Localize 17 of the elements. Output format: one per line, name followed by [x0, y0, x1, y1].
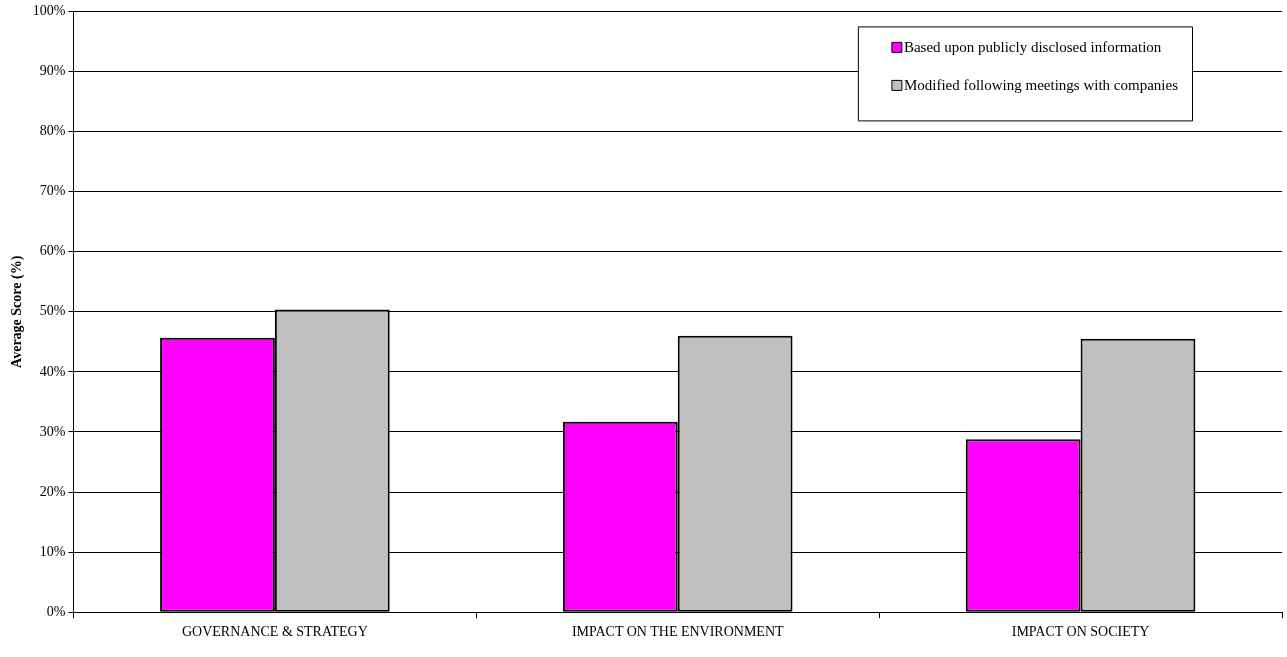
y-tick-label: 40% [39, 363, 66, 379]
y-tick-label: 60% [39, 243, 66, 259]
legend-label: Based upon publicly disclosed information [903, 39, 1162, 56]
y-tick-label: 50% [39, 303, 66, 319]
y-tick-label: 10% [39, 543, 66, 559]
y-axis-title: Average Score (%) [9, 255, 26, 368]
y-tick-label: 70% [39, 183, 66, 199]
y-tick-label: 90% [39, 63, 66, 79]
legend-label: Modified following meetings with companies [903, 77, 1179, 94]
y-tick-label: 80% [39, 123, 66, 139]
x-tick-label: GOVERNANCE & STRATEGY [181, 624, 368, 640]
y-tick-label: 100% [32, 3, 66, 19]
y-tick-label: 0% [46, 603, 66, 619]
y-tick-label: 20% [39, 483, 66, 499]
x-tick-label: IMPACT ON SOCIETY [1011, 624, 1150, 640]
x-tick-label: IMPACT ON THE ENVIRONMENT [571, 624, 785, 640]
y-tick-label: 30% [39, 423, 66, 439]
